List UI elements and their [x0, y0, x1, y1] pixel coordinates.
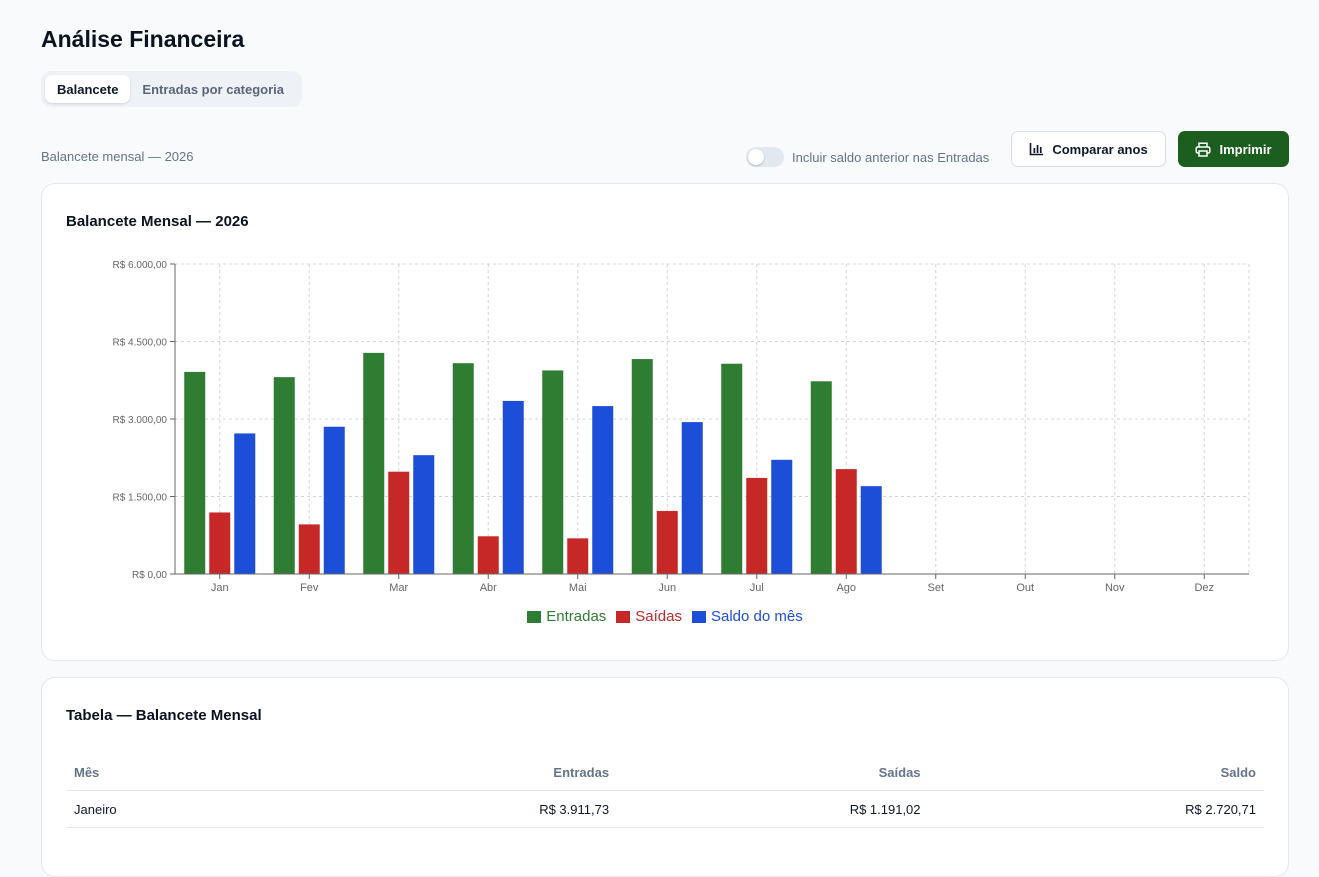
- x-tick-label: Mar: [389, 582, 408, 594]
- compare-years-button[interactable]: Comparar anos: [1011, 131, 1166, 167]
- bar-jan-saldo: [234, 433, 256, 574]
- chart-card: Balancete Mensal — 2026 R$ 0,00 R$ 1.500,…: [41, 183, 1289, 661]
- x-tick-label: Dez: [1194, 582, 1214, 594]
- x-tick-label: Ago: [836, 582, 856, 594]
- x-tick-label: Set: [927, 582, 944, 594]
- bar-mar-saldo: [413, 455, 435, 574]
- compare-years-label: Comparar anos: [1052, 141, 1148, 157]
- cell-saldo: R$ 2.720,71: [928, 790, 1264, 828]
- col-entradas: Entradas: [389, 754, 618, 791]
- printer-icon: [1195, 141, 1212, 157]
- print-button[interactable]: Imprimir: [1178, 131, 1289, 167]
- y-tick-label: R$ 4.500,00: [113, 338, 168, 349]
- bar-abr-entradas: [452, 363, 474, 574]
- y-tick-label: R$ 0,00: [132, 570, 167, 581]
- tab-entradas-por-categoria[interactable]: Entradas por categoria: [142, 81, 285, 97]
- y-tick-label: R$ 1.500,00: [113, 493, 168, 504]
- toggle-knob: [748, 149, 764, 165]
- x-tick-label: Out: [1016, 582, 1034, 594]
- legend-label: Saídas: [635, 608, 682, 625]
- bar-jun-entradas: [631, 359, 653, 574]
- include-previous-balance-toggle-group: Incluir saldo anterior nas Entradas: [746, 147, 989, 167]
- bar-mai-entradas: [542, 370, 564, 574]
- monthly-balance-chart: R$ 0,00 R$ 1.500,00 R$ 3.000,00 R$ 4.500,00…: [113, 260, 1250, 594]
- y-tick-label: R$ 3.000,00: [113, 415, 168, 426]
- bar-abr-saldo: [502, 400, 524, 574]
- print-label: Imprimir: [1219, 141, 1272, 157]
- bar-mar-entradas: [363, 352, 385, 574]
- bar-fev-saldo: [323, 426, 345, 574]
- legend-item[interactable]: Entradas: [527, 608, 606, 625]
- tab-balancete[interactable]: Balancete: [45, 75, 131, 103]
- legend-item[interactable]: Saldo do mês: [692, 608, 803, 625]
- legend-label: Saldo do mês: [711, 608, 803, 625]
- bar-ago-saldo: [860, 486, 882, 574]
- x-tick-label: Mai: [569, 582, 587, 594]
- x-tick-label: Jun: [658, 582, 676, 594]
- table-header-row: Mês Entradas Saídas Saldo: [66, 754, 1264, 791]
- bar-jan-entradas: [184, 371, 206, 574]
- x-tick-label: Nov: [1105, 582, 1125, 594]
- bar-fev-saidas: [298, 524, 320, 574]
- bar-abr-saidas: [477, 536, 499, 574]
- x-tick-label: Jan: [211, 582, 229, 594]
- col-month: Mês: [66, 754, 390, 791]
- legend-swatch: [692, 610, 706, 623]
- bar-ago-saidas: [835, 469, 857, 574]
- x-tick-label: Fev: [300, 582, 319, 594]
- bar-chart-icon: [1029, 142, 1044, 156]
- bar-jul-saidas: [746, 477, 768, 574]
- bar-mai-saldo: [592, 406, 614, 574]
- chart-card-title: Balancete Mensal — 2026: [66, 213, 249, 230]
- col-saldo: Saldo: [928, 754, 1264, 791]
- legend-item[interactable]: Saídas: [616, 608, 682, 625]
- x-tick-label: Jul: [750, 582, 764, 594]
- legend-swatch: [527, 610, 542, 623]
- col-saidas: Saídas: [617, 754, 929, 791]
- y-tick-label: R$ 6.000,00: [113, 260, 168, 271]
- cell-saidas: R$ 1.191,02: [617, 790, 929, 828]
- bar-jun-saidas: [656, 510, 678, 574]
- table-card-title: Tabela — Balancete Mensal: [66, 707, 262, 724]
- bar-jun-saldo: [681, 422, 703, 574]
- report-subtitle: Balancete mensal — 2026: [41, 149, 194, 164]
- include-previous-balance-toggle[interactable]: [746, 147, 784, 167]
- legend-swatch: [616, 610, 631, 623]
- table-card: Tabela — Balancete Mensal Mês Entradas S…: [41, 677, 1289, 877]
- bar-jul-entradas: [721, 363, 743, 574]
- toggle-label: Incluir saldo anterior nas Entradas: [792, 149, 990, 165]
- bar-mar-saidas: [388, 471, 410, 574]
- bar-jul-saldo: [771, 459, 793, 574]
- bar-jan-saidas: [209, 512, 231, 574]
- bar-mai-saidas: [567, 538, 589, 574]
- bar-fev-entradas: [273, 377, 295, 574]
- page-title: Análise Financeira: [41, 26, 245, 52]
- legend-label: Entradas: [546, 608, 607, 625]
- cell-entradas: R$ 3.911,73: [389, 790, 618, 828]
- table-row: Janeiro R$ 3.911,73 R$ 1.191,02 R$ 2.720…: [66, 790, 1264, 828]
- chart-legend: Entradas Saídas Saldo do mês: [42, 608, 1288, 625]
- bar-ago-entradas: [810, 381, 832, 574]
- view-tabs: Balancete Entradas por categoria: [41, 71, 302, 107]
- balance-table: Mês Entradas Saídas Saldo Janeiro R$ 3.9…: [66, 754, 1264, 828]
- cell-month: Janeiro: [66, 790, 390, 828]
- x-tick-label: Abr: [480, 582, 497, 594]
